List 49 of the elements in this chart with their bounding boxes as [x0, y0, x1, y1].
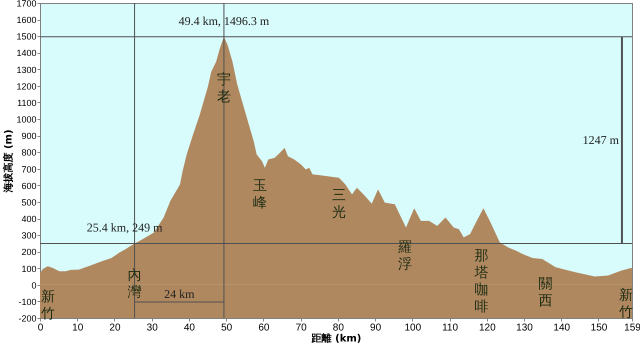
annotation: 關西 [538, 276, 552, 309]
y-axis-title: 海拔高度 (m) [2, 129, 14, 194]
y-tick-label: 100 [21, 264, 36, 274]
y-tick-label: -200 [18, 314, 36, 324]
annotation: 那塔咖啡 [473, 248, 488, 316]
y-tick-label: 900 [21, 131, 36, 142]
annotation: 三光 [332, 188, 346, 221]
x-tick-label: 130 [516, 322, 534, 334]
y-tick-label: 1600 [16, 15, 36, 26]
y-tick-label: 300 [21, 230, 36, 241]
x-tick-label: 30 [146, 322, 158, 334]
x-axis-title: 距離 (km) [310, 332, 362, 344]
annotation: 玉峰 [252, 178, 267, 212]
x-tick-label: 110 [442, 322, 458, 334]
annotation: 新竹 [41, 289, 55, 322]
annotation: 49.4 km, 1496.3 m [178, 14, 270, 28]
y-tick-label: 1000 [16, 114, 36, 125]
y-tick-label: -100 [18, 296, 36, 307]
y-tick-label: 600 [21, 180, 36, 191]
annotation: 24 km [164, 287, 196, 301]
y-tick-label: 0 [31, 280, 36, 290]
x-tick-label: 20 [109, 322, 121, 334]
x-tick-label: 40 [184, 322, 196, 334]
y-tick-label: 1700 [16, 0, 36, 8]
x-tick-label: 80 [332, 322, 344, 334]
x-tick-label: 60 [258, 322, 270, 334]
x-tick-label: 90 [370, 322, 382, 334]
x-tick-label: 10 [72, 322, 84, 334]
y-tick-label: 1100 [17, 98, 36, 108]
x-tick-label: 70 [296, 322, 308, 334]
y-tick-label: 700 [21, 164, 36, 174]
x-tick-label: 140 [553, 322, 571, 334]
annotation: 1247 m [582, 133, 620, 148]
annotation: 羅浮 [398, 239, 412, 272]
y-tick-label: 500 [21, 197, 36, 208]
x-tick-label: 50 [221, 322, 233, 334]
x-tick-label: 150 [590, 322, 608, 334]
x-tick-label: 120 [478, 322, 496, 334]
x-tick-label: 100 [404, 322, 422, 334]
x-tick-label: 159 [624, 322, 640, 334]
y-tick-label: 800 [21, 148, 36, 158]
y-tick-label: 200 [21, 247, 36, 258]
y-tick-label: 400 [21, 214, 36, 224]
y-tick-label: 1300 [16, 64, 36, 75]
x-tick-label: 0 [38, 322, 44, 334]
y-tick-label: 1400 [16, 48, 36, 58]
y-tick-label: 1200 [16, 81, 36, 92]
annotation: 新竹 [619, 287, 633, 320]
y-tick-label: 1500 [16, 32, 36, 42]
